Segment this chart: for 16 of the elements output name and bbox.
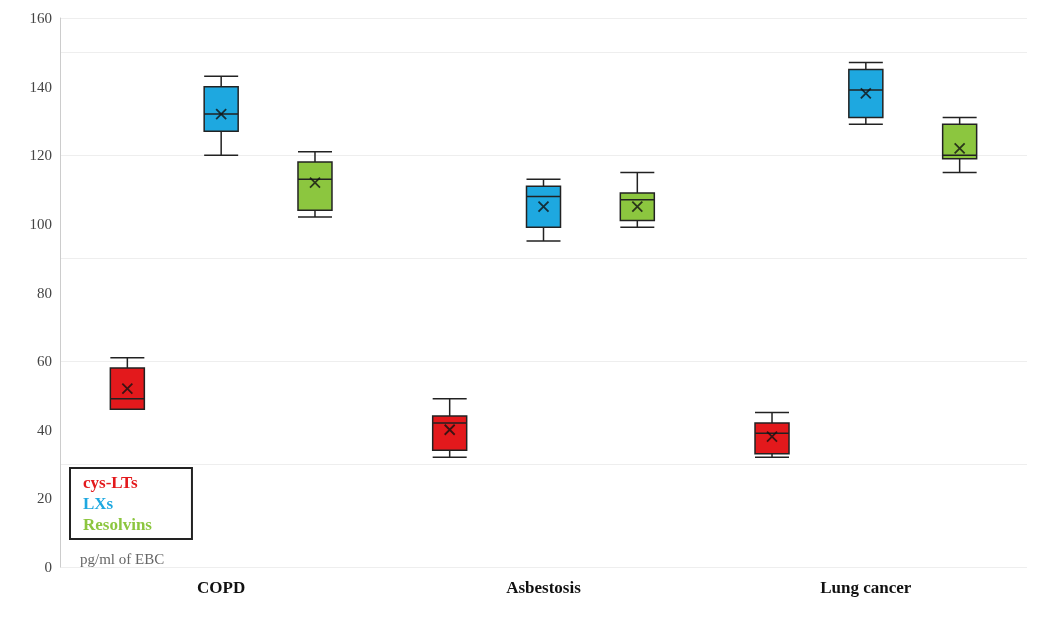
y-tick-label: 0 xyxy=(44,559,52,575)
y-tick-label: 140 xyxy=(29,78,52,95)
y-tick-label: 60 xyxy=(37,353,52,370)
x-tick-label: Asbestosis xyxy=(506,578,582,597)
text: Resolvins xyxy=(83,515,153,534)
y-tick-label: 100 xyxy=(29,215,52,232)
y-tick-label: 120 xyxy=(29,147,52,164)
x-tick-label: COPD xyxy=(197,578,246,597)
y-tick-label: 20 xyxy=(37,490,52,507)
y-axis-title: pg/ml of EBC xyxy=(80,550,165,567)
y-tick-label: 80 xyxy=(37,284,52,301)
y-tick-label: 160 xyxy=(29,10,52,26)
text: LXs xyxy=(83,494,114,513)
y-tick-label: 40 xyxy=(37,421,52,438)
x-tick-label: Lung cancer xyxy=(820,578,912,597)
text: cys-LTs xyxy=(83,473,138,492)
